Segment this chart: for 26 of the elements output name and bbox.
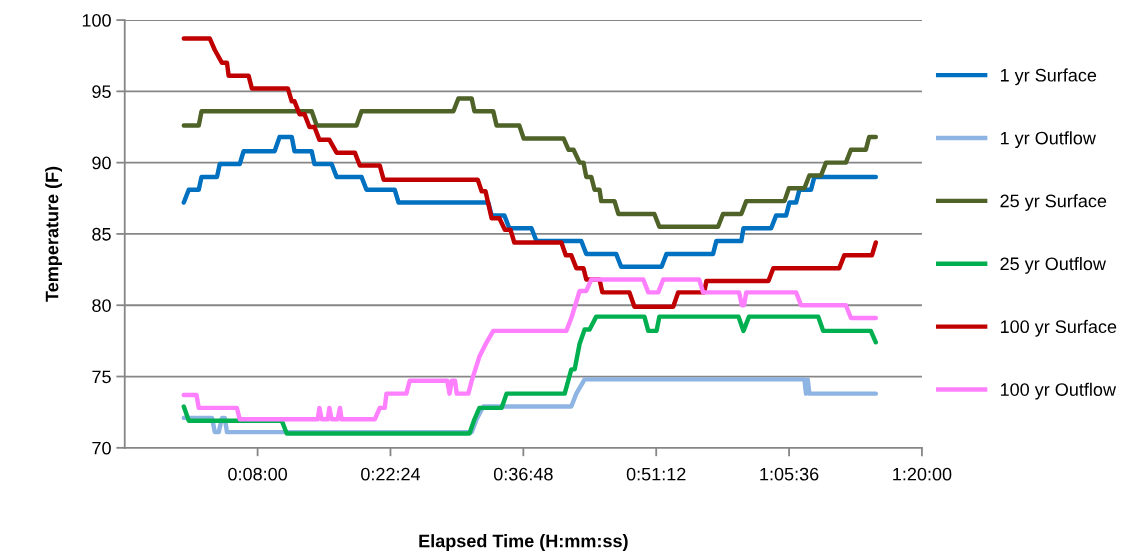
line-series <box>181 277 879 422</box>
y-tick-label: 85 <box>92 227 111 241</box>
legend-label: 1 yr Outflow <box>1000 131 1096 149</box>
x-tick-label: 0:08:00 <box>228 467 288 481</box>
legend-label: 100 yr Surface <box>1000 319 1117 337</box>
x-tick-label: 1:05:36 <box>760 467 819 481</box>
legend-label: 25 yr Surface <box>1000 194 1107 211</box>
x-tick-label: 0:36:48 <box>493 467 553 481</box>
y-tick-label: 90 <box>92 156 111 170</box>
legend-label: 1 yr Surface <box>1000 68 1097 86</box>
x-tick-label: 1:20:00 <box>893 467 952 481</box>
legend-label: 25 yr Outflow <box>1000 256 1106 274</box>
x-tick-label: 0:22:24 <box>361 467 421 481</box>
legend-label: 100 yr Outflow <box>1000 382 1117 400</box>
y-tick-label: 100 <box>82 13 111 27</box>
line-series <box>181 314 879 436</box>
y-tick-label: 95 <box>92 85 111 99</box>
line-series <box>181 96 879 230</box>
y-tick-label: 70 <box>92 441 111 455</box>
y-axis-title: Temperature (F) <box>45 166 62 302</box>
y-tick-label: 75 <box>92 370 111 384</box>
y-tick-label: 80 <box>92 299 111 312</box>
x-axis-title: Elapsed Time (H:mm:ss) <box>419 534 628 551</box>
line-series <box>181 36 879 309</box>
line-series <box>181 134 879 269</box>
x-tick-label: 0:51:12 <box>626 467 686 481</box>
